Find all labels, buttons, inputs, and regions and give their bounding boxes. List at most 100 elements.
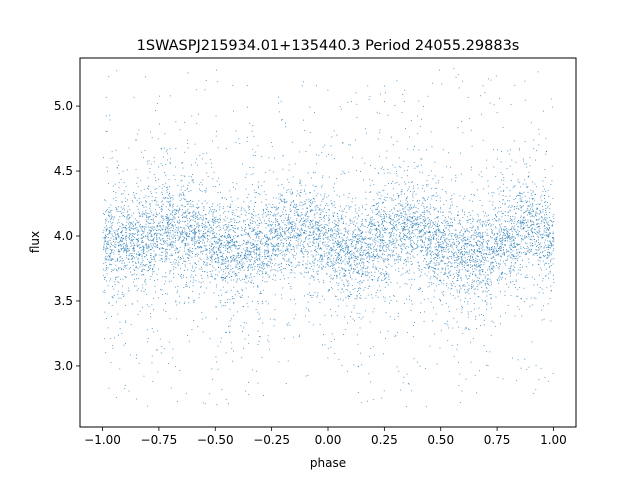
data-point xyxy=(347,246,349,248)
data-point xyxy=(487,274,489,276)
data-point xyxy=(478,246,480,248)
data-point xyxy=(458,274,460,276)
data-point xyxy=(338,219,339,221)
data-point xyxy=(208,244,210,246)
data-point xyxy=(519,227,521,229)
data-point xyxy=(201,277,203,279)
data-point xyxy=(514,216,516,218)
data-point xyxy=(147,161,148,163)
data-point xyxy=(353,217,355,219)
data-point xyxy=(296,190,298,192)
data-point xyxy=(433,296,435,298)
data-point xyxy=(141,234,143,236)
data-point xyxy=(192,219,194,221)
data-point xyxy=(549,227,550,228)
data-point xyxy=(220,264,222,265)
data-point xyxy=(539,225,540,227)
data-point xyxy=(498,240,500,241)
data-point xyxy=(264,263,266,265)
data-point xyxy=(288,228,290,229)
data-point xyxy=(403,210,405,212)
data-point xyxy=(396,300,398,302)
data-point xyxy=(192,282,194,283)
data-point xyxy=(220,243,222,244)
data-point xyxy=(441,269,443,271)
data-point xyxy=(173,273,174,275)
data-point xyxy=(515,274,517,276)
data-point xyxy=(361,230,363,232)
data-point xyxy=(355,92,357,94)
data-point xyxy=(405,202,407,204)
data-point xyxy=(319,208,321,210)
data-point xyxy=(287,250,289,252)
data-point xyxy=(133,96,135,98)
data-point xyxy=(285,201,287,203)
data-point xyxy=(202,215,204,217)
data-point xyxy=(472,286,474,288)
data-point xyxy=(344,244,346,246)
data-point xyxy=(518,220,520,222)
data-point xyxy=(330,200,332,202)
data-point xyxy=(221,269,223,271)
data-point xyxy=(243,269,245,271)
data-point xyxy=(198,227,199,229)
data-point xyxy=(289,208,291,210)
data-point xyxy=(495,214,496,215)
data-point xyxy=(263,395,264,396)
data-point xyxy=(183,195,185,197)
data-point xyxy=(431,283,433,285)
data-point xyxy=(542,234,544,236)
data-point xyxy=(449,241,450,243)
data-point xyxy=(334,207,336,208)
data-point xyxy=(294,298,295,300)
data-point xyxy=(457,127,459,129)
data-point xyxy=(429,245,431,247)
data-point xyxy=(479,234,481,236)
data-point xyxy=(259,223,261,224)
data-point xyxy=(411,251,412,253)
data-point xyxy=(248,280,250,282)
data-point xyxy=(170,158,171,160)
data-point xyxy=(525,242,526,244)
data-point xyxy=(373,248,375,250)
data-point xyxy=(194,236,196,238)
data-point xyxy=(162,218,164,220)
data-point xyxy=(261,156,263,157)
data-point xyxy=(462,285,464,287)
data-point xyxy=(258,225,260,226)
data-point xyxy=(256,236,257,238)
data-point xyxy=(535,253,537,254)
data-point xyxy=(259,249,261,251)
data-point xyxy=(386,249,388,251)
data-point xyxy=(484,215,485,217)
data-point xyxy=(411,250,413,252)
data-point xyxy=(199,257,201,259)
data-point xyxy=(252,239,254,241)
data-point xyxy=(516,258,518,260)
data-point xyxy=(392,199,394,201)
data-point xyxy=(429,224,431,226)
data-point xyxy=(334,226,336,228)
data-point xyxy=(481,314,482,315)
data-point xyxy=(150,262,151,263)
data-point xyxy=(502,126,504,128)
data-point xyxy=(140,253,142,255)
data-point xyxy=(428,226,430,228)
data-point xyxy=(161,346,163,347)
data-point xyxy=(140,201,142,203)
data-point xyxy=(483,258,484,260)
data-point xyxy=(254,240,256,242)
data-point xyxy=(531,197,533,199)
data-point xyxy=(205,248,207,250)
data-point xyxy=(383,189,385,191)
data-point xyxy=(198,211,200,213)
data-point xyxy=(140,180,142,182)
data-point xyxy=(424,232,426,233)
data-point xyxy=(342,170,344,172)
data-point xyxy=(327,225,329,226)
data-point xyxy=(410,238,412,240)
data-point xyxy=(104,278,106,280)
data-point xyxy=(179,250,181,252)
data-point xyxy=(442,255,444,257)
data-point xyxy=(272,203,274,205)
